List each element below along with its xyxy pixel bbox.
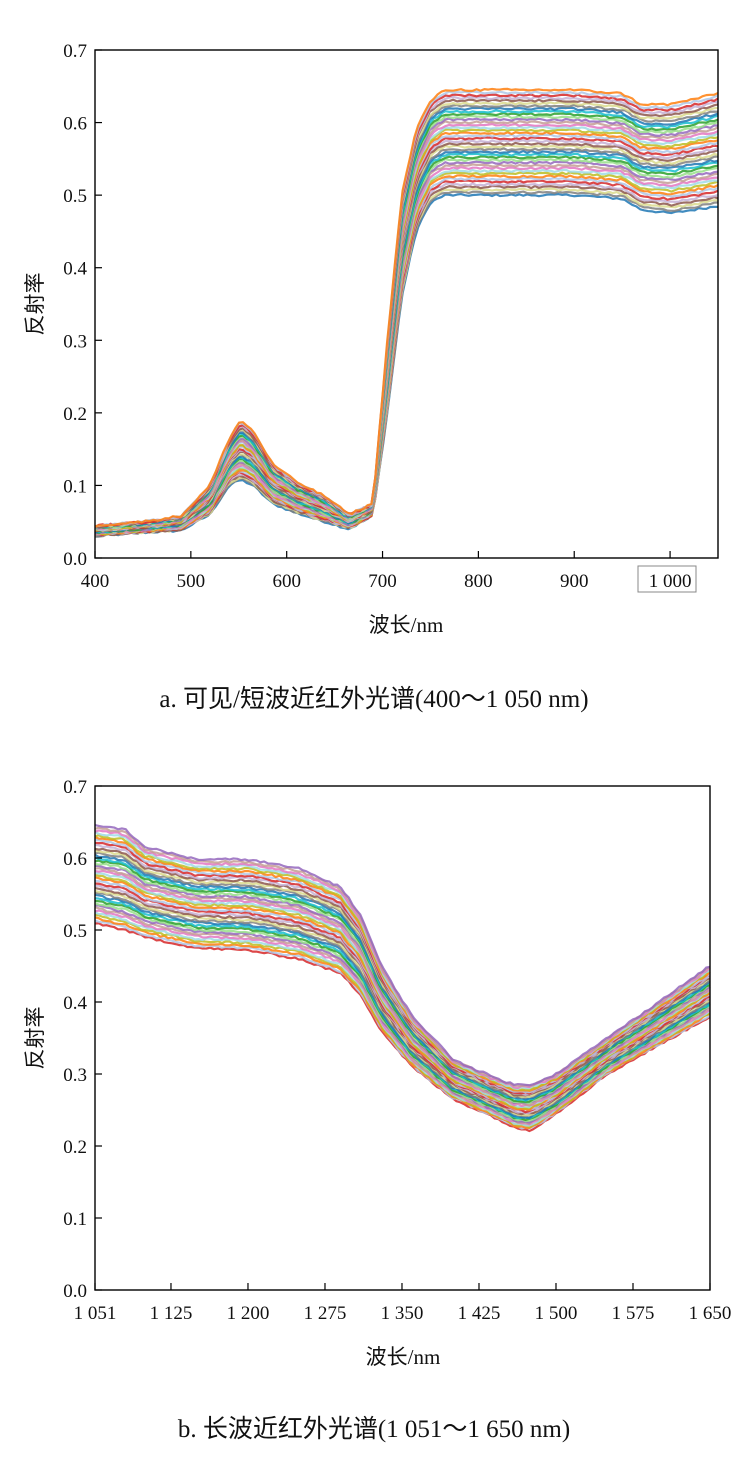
- panel-b-series-line: [94, 882, 711, 1114]
- panel-a-x-tick-label: 900: [560, 571, 589, 592]
- panel-b-y-axis-title: 反射率: [23, 1007, 47, 1070]
- panel-b-y-tick-label: 0.4: [63, 993, 87, 1014]
- panel-b-series-line: [94, 889, 711, 1117]
- panel-a-x-tick-label: 700: [368, 571, 397, 592]
- panel-a-y-axis-title: 反射率: [23, 273, 47, 336]
- panel-b-y-tick-label: 0.7: [63, 777, 87, 798]
- panel-b-x-tick-label: 1 650: [689, 1303, 732, 1324]
- panel-b-y-tick-label: 0.3: [63, 1065, 87, 1086]
- panel-a-tick-highlight-box: [637, 565, 697, 593]
- panel-b-y-tick-label: 0.6: [63, 849, 87, 870]
- panel-b-chart: 1 051 1 125 1 200 1 275 1 350 1 425 1 500 1 575…: [23, 777, 731, 1443]
- panel-a-y-ticks: 0.0 0.1 0.2 0.3 0.4 0.5 0.6 0.7: [63, 41, 102, 570]
- panel-b-y-tick-label: 0.5: [63, 921, 87, 942]
- panel-b-y-tick-label: 0.1: [63, 1209, 87, 1230]
- panel-b-y-ticks: 0.0 0.1 0.2 0.3 0.4 0.5 0.6 0.7: [63, 777, 102, 1302]
- panel-b-x-tick-label: 1 200: [227, 1303, 270, 1324]
- panel-a-y-tick-label: 0.3: [63, 331, 87, 352]
- panel-b-series-group: [94, 823, 711, 1133]
- panel-a-series-group: [94, 87, 719, 538]
- panel-b-x-tick-label: 1 125: [150, 1303, 193, 1324]
- panel-a-x-axis-title: 波长/nm: [369, 613, 444, 637]
- panel-a-y-tick-label: 0.2: [63, 404, 87, 425]
- panel-b-series-line: [94, 823, 711, 1087]
- panel-b-x-tick-label: 1 500: [535, 1303, 578, 1324]
- panel-b-x-ticks: 1 051 1 125 1 200 1 275 1 350 1 425 1 500 1 575…: [74, 1283, 732, 1324]
- panel-a-chart: 400 500 600 700 800 900 1 000 0.00.10.20.30.40…: [23, 41, 719, 713]
- panel-b-x-tick-label: 1 575: [612, 1303, 655, 1324]
- panel-b-caption: b. 长波近红外光谱(1 051～1 650 nm): [178, 1415, 570, 1443]
- panel-a-x-tick-label: 600: [272, 571, 301, 592]
- panel-a-x-tick-label: 500: [177, 571, 206, 592]
- panel-a-plot-frame: [94, 49, 719, 559]
- panel-b-series-line: [94, 919, 711, 1130]
- panel-b-x-tick-label: 1 425: [458, 1303, 501, 1324]
- panel-a-series-line: [94, 87, 719, 528]
- panel-a-x-tick-label: 400: [81, 571, 110, 592]
- panel-b-series-line: [94, 869, 711, 1108]
- panel-a-y-tick-label: 0.5: [63, 186, 87, 207]
- panel-b-x-tick-label: 1 275: [304, 1303, 347, 1324]
- panel-a-caption: a. 可见/短波近红外光谱(400～1 050 nm): [159, 685, 588, 713]
- panel-b-x-axis-title: 波长/nm: [366, 1345, 441, 1369]
- panel-a-x-tick-label: 800: [464, 571, 493, 592]
- panel-b-x-tick-label: 1 051: [74, 1303, 117, 1324]
- panel-b-y-tick-label: 0.0: [63, 1281, 87, 1302]
- panel-a-y-tick-label: 0.7: [63, 41, 87, 62]
- panel-a-x-tick-label: 1 000: [649, 571, 692, 592]
- panel-a-series-line: [94, 101, 719, 529]
- panel-a-y-tick-label: 0.4: [63, 259, 87, 280]
- panel-a-x-ticks: 400 500 600 700 800 900 1 000: [81, 551, 692, 592]
- panel-b-x-tick-label: 1 350: [381, 1303, 424, 1324]
- panel-a-y-tick-label: 0.6: [63, 114, 87, 135]
- panel-a-y-tick-label: 0.1: [63, 476, 87, 497]
- panel-b-y-tick-label: 0.2: [63, 1137, 87, 1158]
- panel-a-y-tick-label: 0.0: [63, 549, 87, 570]
